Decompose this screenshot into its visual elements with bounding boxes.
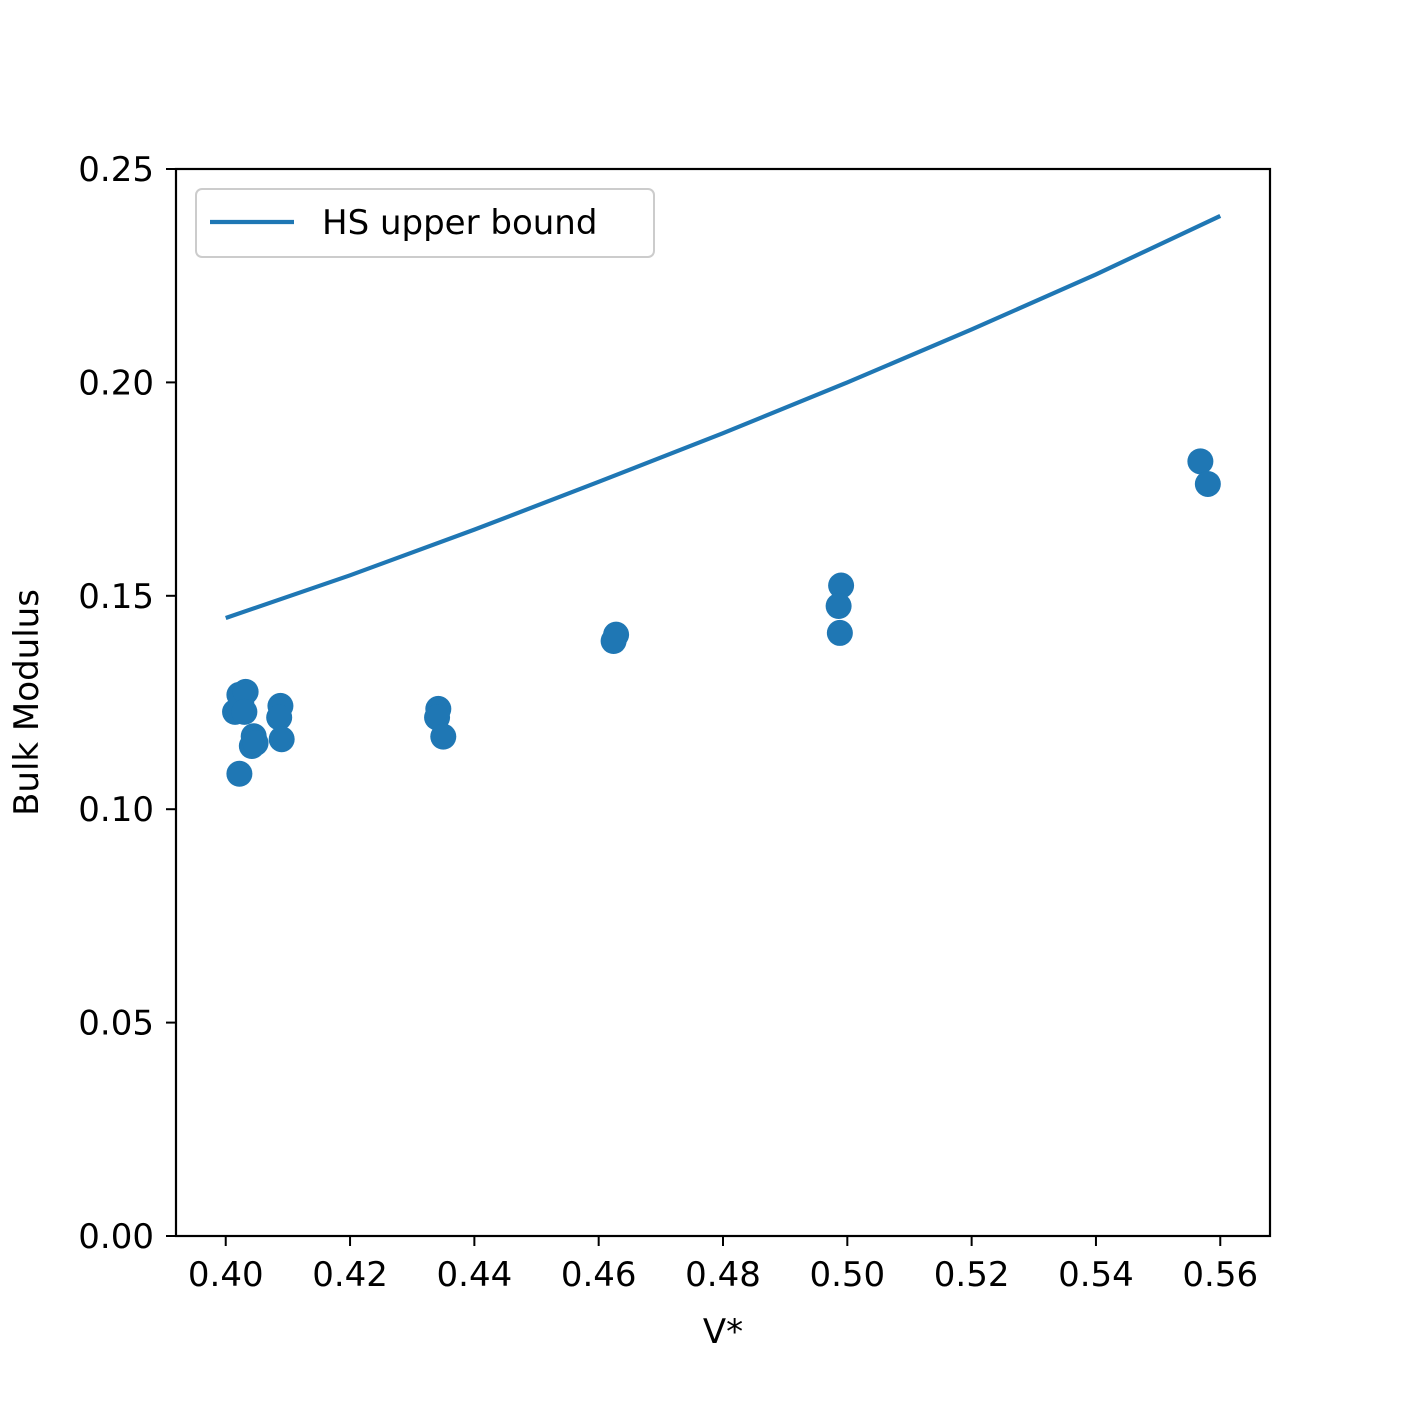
scatter-point: [242, 730, 269, 757]
y-axis: 0.00 0.05 0.10 0.15 0.20 0.25: [78, 150, 176, 1257]
y-tick-label: 0.10: [78, 790, 154, 830]
legend-entry-hs-upper-bound: HS upper bound: [322, 203, 597, 243]
x-tick-label: 0.50: [809, 1255, 885, 1295]
legend-box: [195, 188, 655, 258]
x-tick-label: 0.42: [312, 1255, 388, 1295]
x-tick-label: 0.40: [188, 1255, 264, 1295]
scatter-point: [266, 704, 293, 731]
y-tick-label: 0.25: [78, 150, 154, 190]
x-axis-label: V*: [703, 1312, 743, 1352]
scatter-point: [828, 572, 855, 599]
x-axis: 0.40 0.42 0.44 0.46 0.48 0.50 0.52 0.54 0.56: [188, 1236, 1258, 1295]
y-tick-label: 0.00: [78, 1217, 154, 1257]
x-tick-label: 0.46: [561, 1255, 637, 1295]
x-tick-label: 0.44: [437, 1255, 513, 1295]
x-tick-label: 0.56: [1182, 1255, 1258, 1295]
scatter-point: [268, 726, 295, 753]
scatter-point: [1194, 470, 1221, 497]
scatter-point: [600, 628, 627, 655]
y-tick-label: 0.05: [78, 1004, 154, 1044]
x-tick-label: 0.52: [934, 1255, 1010, 1295]
scatter-point: [430, 723, 457, 750]
legend: HS upper bound: [195, 188, 655, 258]
hs-upper-bound-line: [225, 214, 1222, 620]
y-tick-label: 0.15: [78, 577, 154, 617]
y-tick-label: 0.20: [78, 363, 154, 403]
scatter-point: [231, 698, 258, 725]
x-tick-label: 0.48: [685, 1255, 761, 1295]
x-tick-label: 0.54: [1058, 1255, 1134, 1295]
scatter-point: [226, 760, 253, 787]
y-axis-label: Bulk Modulus: [7, 589, 47, 816]
scatter-point: [825, 593, 852, 620]
plot-area: [222, 214, 1222, 787]
scatter-point: [232, 678, 259, 705]
scatter-point: [826, 619, 853, 646]
scatter-point: [1187, 448, 1214, 475]
